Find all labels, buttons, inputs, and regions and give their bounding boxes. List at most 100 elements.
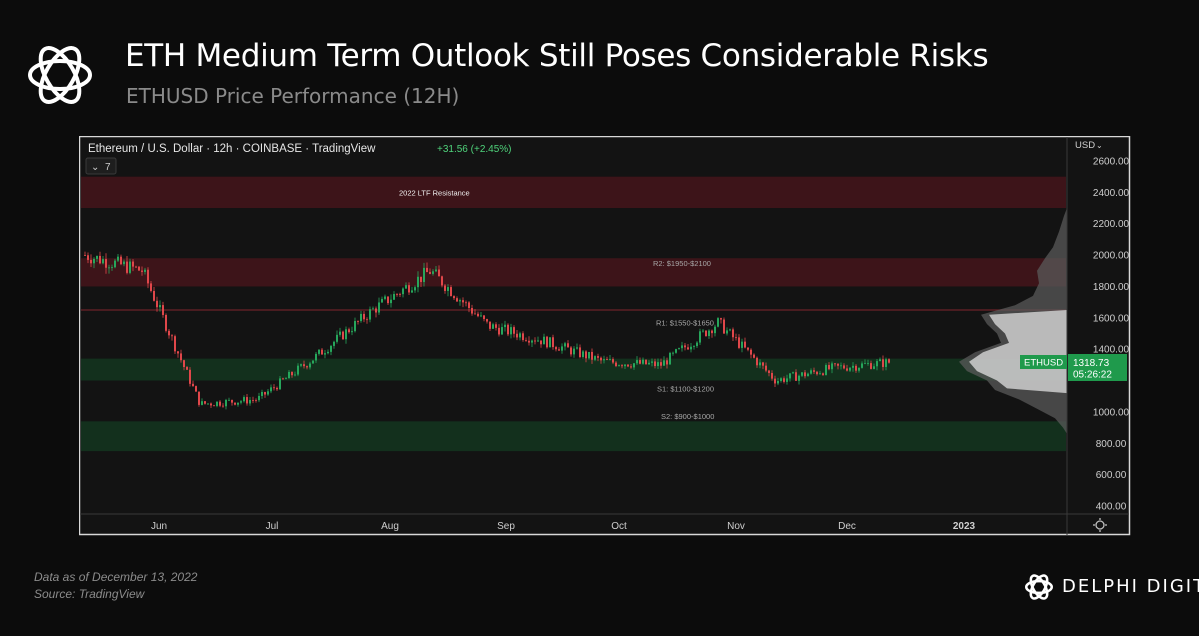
candle-body [465,302,467,304]
candle-body [108,267,110,269]
candle-body [804,372,806,377]
candle-body [348,329,350,333]
candle-body [138,266,140,271]
candle-body [549,337,551,348]
candle-body [195,386,197,392]
candle-body [876,361,878,367]
candle-body [261,391,263,396]
candle-body [381,298,383,303]
candle-body [627,364,629,367]
candle-body [270,387,272,392]
candle-body [606,359,608,361]
candle-body [645,359,647,365]
candle-body [555,347,557,350]
candle-body [132,261,134,267]
candle-body [180,353,182,361]
candle-body [840,365,842,367]
x-tick-label: Oct [611,521,627,532]
candle-body [315,353,317,361]
y-tick-label: 1400.00 [1093,345,1130,356]
candle-body [117,256,119,261]
candle-body [414,287,416,291]
candle-body [639,360,641,364]
candle-body [522,333,524,340]
chart-header-text: Ethereum / U.S. Dollar · 12h · COINBASE … [88,143,376,155]
candle-body [657,362,659,367]
chart-settings-button[interactable] [1093,518,1107,532]
candle-body [660,362,662,366]
x-tick-label: Jul [266,521,279,532]
candle-body [669,352,671,365]
candle-body [768,370,770,373]
candle-body [318,349,320,354]
candle-body [333,341,335,346]
candle-body [372,308,374,310]
candle-body [567,343,569,348]
candle-body [252,400,254,401]
candle-body [702,330,704,332]
candle-body [432,271,434,274]
candle-body [375,308,377,313]
candle-body [93,258,95,264]
candle-body [711,330,713,334]
candle-body [486,319,488,322]
candle-body [783,378,785,382]
candle-body [795,372,797,381]
candle-body [345,329,347,340]
candle-body [324,353,326,355]
candle-body [258,395,260,401]
delphi-logo-icon [28,46,92,104]
candle-body [678,348,680,350]
candle-body [387,296,389,304]
candle-body [540,340,542,345]
candle-body [528,340,530,343]
indicator-toggle-button[interactable]: ⌄ 7 [85,157,117,175]
data-date-note: Data as of December 13, 2022 [34,570,198,584]
candle-body [789,373,791,379]
candle-body [666,360,668,365]
candle-body [162,305,164,315]
candle-body [852,365,854,368]
candle-body [84,255,86,256]
candle-body [384,296,386,299]
candle-body [708,330,710,337]
candle-body [546,336,548,348]
candle-body [813,370,815,372]
candle-body [582,351,584,358]
candle-body [357,321,359,322]
candle-body [231,399,233,403]
candle-body [192,383,194,387]
candle-body [360,313,362,322]
candle-body [570,347,572,355]
y-tick-label: 2600.00 [1093,157,1130,168]
candle-body [882,359,884,367]
candle-body [96,255,98,259]
currency-label: USD [1075,140,1095,151]
x-tick-label: 2023 [953,521,976,532]
candle-body [249,400,251,404]
candle-body [225,399,227,407]
candle-body [591,351,593,360]
candle-body [411,290,413,293]
candle-body [594,356,596,360]
candle-body [444,285,446,291]
candle-body [459,300,461,302]
gear-icon [1095,520,1105,530]
candle-body [156,300,158,308]
candle-body [447,287,449,291]
candle-body [129,261,131,273]
candle-body [624,364,626,367]
page-title: ETH Medium Term Outlook Still Poses Cons… [125,38,989,74]
candle-body [873,366,875,369]
candle-body [99,255,101,264]
candle-body [726,330,728,334]
candle-body [612,359,614,363]
candle-body [630,366,632,368]
candle-body [150,283,152,291]
candle-body [216,401,218,406]
resistance-zone [81,176,1066,209]
candle-body [543,336,545,345]
x-tick-label: Dec [838,521,856,532]
brand-name: DELPHI DIGITAL [1062,576,1199,597]
candle-body [417,276,419,288]
